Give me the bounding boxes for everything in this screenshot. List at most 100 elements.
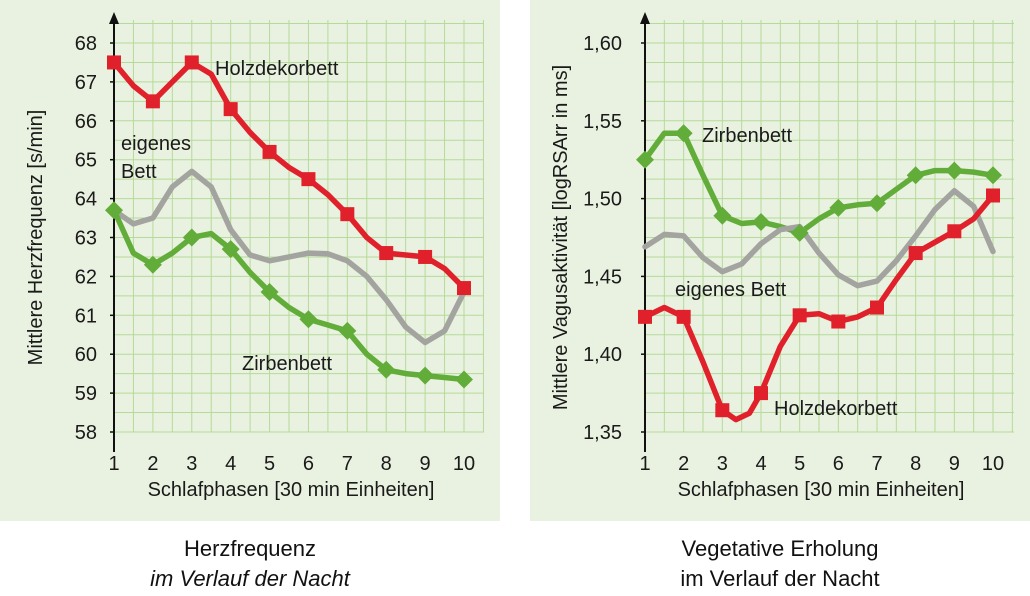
y-tick-label: 68 [75,33,97,55]
data-point-diamond [105,201,123,220]
y-tick-label: 62 [75,266,97,288]
data-point-diamond [984,166,1002,185]
series-line-holzdekorbett [111,59,467,291]
x-tick-label: 7 [342,453,353,475]
series-line-eigenes-bett [642,188,996,289]
y-axis-title: Mittlere Vagusaktivität [logRSArr in ms] [550,65,572,410]
data-point-square [715,403,730,418]
vagus-activity-panel: 1,35 1,40 1,45 1,50 1,55 1,60 1 2 3 4 5 6 7 8 9 10 Schla… [530,0,1030,521]
data-point-diamond [752,212,770,231]
data-point-diamond [416,366,435,385]
data-point-square [676,309,691,324]
caption-subtitle: im Verlauf der Nacht [680,566,880,591]
caption-title: Herzfrequenz [183,536,317,561]
heart-rate-panel: 58 59 60 61 62 63 64 65 66 67 68 1 2 3 4 5 6 7 8 9 10 Schlafp… [0,0,500,521]
vagus-activity-caption: Vegetative Erholung im Verlauf der Nacht [530,534,1030,594]
series-line-eigenes-bett [111,168,467,346]
data-point-square [754,386,768,401]
data-point-diamond [377,360,396,379]
x-tick-label: 5 [264,453,275,475]
data-point-diamond [299,310,318,329]
x-axis-title: Schlafphasen [30 min Einheiten] [678,479,965,501]
x-tick-label: 4 [755,453,766,475]
data-point-diamond [260,282,279,301]
data-point-square [223,102,238,117]
data-point-square [262,144,277,159]
y-tick-label: 64 [75,189,97,211]
caption-title: Vegetative Erholung [681,536,879,561]
x-tick-label: 4 [225,453,236,475]
data-point-square [792,308,807,323]
data-point-diamond [868,194,886,213]
y-tick-label: 1,55 [583,111,622,133]
y-tick-label: 1,40 [583,344,622,366]
y-tick-label: 60 [75,344,97,366]
x-tick-label: 3 [186,453,197,475]
y-tick-label: 65 [75,150,97,172]
x-tick-label: 10 [453,453,475,475]
data-point-square [145,94,160,109]
y-tick-label: 59 [75,383,97,405]
series-line-holzdekorbett [642,192,996,423]
data-point-square [107,55,121,70]
series-label: Bett [121,161,157,183]
x-axis-title: Schlafphasen [30 min Einheiten] [148,479,435,501]
data-point-diamond [338,321,357,340]
data-point-diamond [945,161,964,180]
x-tick-label: 5 [794,453,805,475]
y-tick-label: 67 [75,72,97,94]
data-point-square [638,309,652,324]
series-label: Zirbenbett [242,353,332,375]
data-point-square [301,172,316,187]
x-tick-label: 7 [871,453,882,475]
y-tick-label: 1,35 [583,422,622,444]
x-tick-label: 2 [678,453,689,475]
series-line-zirbenbett [111,207,467,383]
series-label: Zirbenbett [702,125,792,147]
data-point-diamond [182,228,201,247]
data-point-diamond [790,223,809,242]
data-point-square [418,249,433,264]
series-line-zirbenbett [642,130,996,236]
x-tick-label: 9 [420,453,431,475]
data-point-diamond [221,240,240,259]
y-tick-label: 63 [75,228,97,250]
y-tick-label: 66 [75,111,97,133]
vagus-activity-chart: 1,35 1,40 1,45 1,50 1,55 1,60 1 2 3 4 5 6 7 8 9 10 Schla… [550,12,1014,501]
data-point-square [457,281,471,296]
x-tick-label: 6 [303,453,314,475]
data-point-square [340,207,355,222]
x-tick-label: 8 [381,453,392,475]
y-tick-label: 1,50 [583,189,622,211]
data-point-diamond [455,370,473,389]
series-label: eigenes Bett [675,279,787,301]
y-tick-label: 1,45 [583,266,622,288]
data-point-diamond [674,124,693,143]
x-tick-label: 1 [639,453,650,475]
data-point-diamond [636,150,654,169]
series-label: Holzdekorbett [774,398,898,420]
y-tick-label: 1,60 [583,33,622,55]
data-point-square [986,188,1000,203]
y-axis-title: Mittlere Herzfrequenz [s/min] [25,110,47,366]
x-tick-label: 2 [147,453,158,475]
y-tick-label: 61 [75,305,97,327]
data-point-diamond [713,206,732,225]
data-point-square [184,55,199,70]
series-label: Holzdekorbett [215,58,339,80]
x-tick-label: 8 [910,453,921,475]
data-point-diamond [906,166,925,185]
data-point-square [831,314,846,329]
data-point-square [379,246,394,261]
x-tick-label: 1 [108,453,119,475]
heart-rate-caption: Herzfrequenz im Verlauf der Nacht [0,534,500,594]
y-axis-arrow [640,12,650,24]
x-tick-label: 3 [717,453,728,475]
data-point-square [908,246,923,261]
series-label: eigenes [121,133,191,155]
data-point-diamond [143,255,162,274]
y-tick-label: 58 [75,422,97,444]
data-point-square [870,300,884,315]
caption-subtitle: im Verlauf der Nacht [150,566,350,591]
